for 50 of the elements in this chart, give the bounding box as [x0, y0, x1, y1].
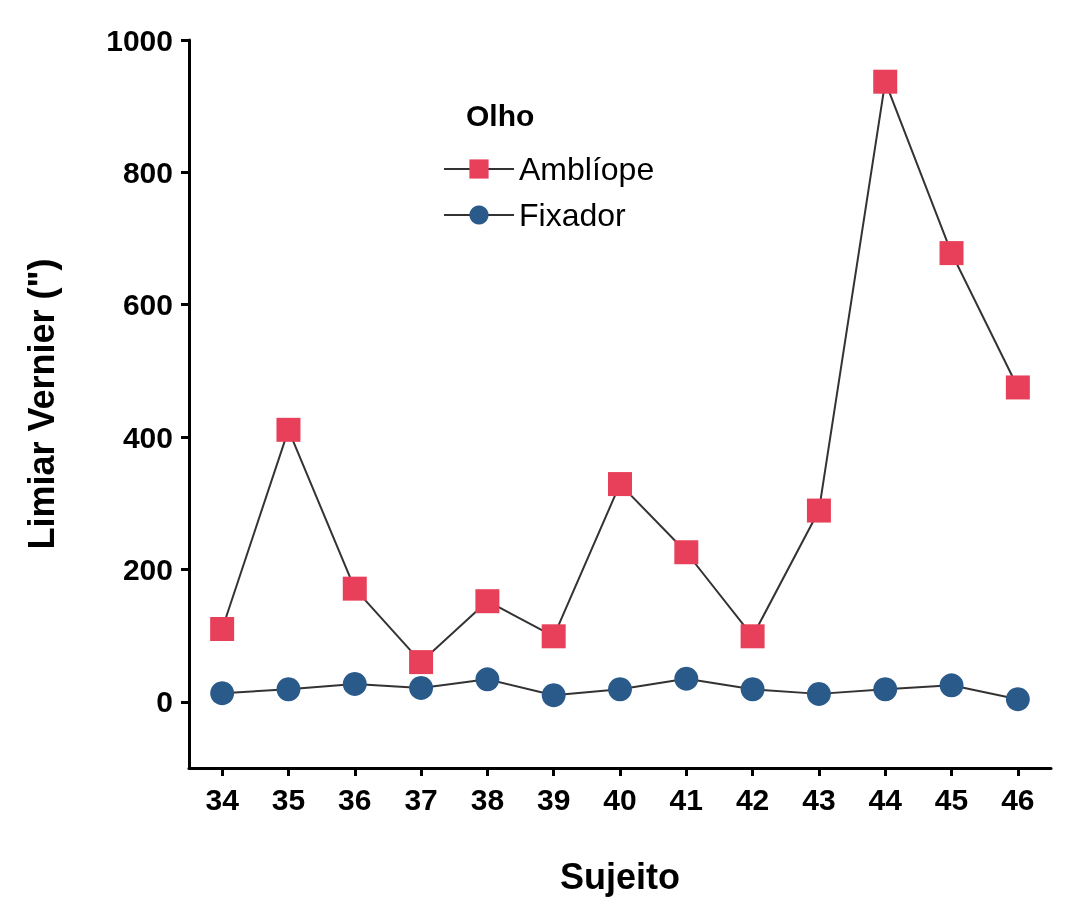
point: [475, 589, 500, 614]
point: [873, 677, 898, 702]
y-tick-label: 600: [122, 288, 173, 322]
point: [342, 671, 367, 696]
point: [806, 681, 831, 706]
y-tick-label: 200: [122, 552, 173, 586]
point: [674, 666, 699, 691]
x-tick-label: 40: [603, 782, 637, 816]
point: [1005, 375, 1030, 400]
x-tick-label: 43: [802, 782, 836, 816]
x-axis-title: Sujeito: [559, 855, 681, 897]
point: [276, 417, 301, 442]
point: [409, 650, 434, 675]
point: [608, 472, 632, 497]
x-tick-label: 36: [338, 782, 372, 816]
x-tick-label: 45: [934, 782, 969, 816]
point: [541, 624, 566, 649]
point: [873, 69, 898, 94]
x-tick-label: 39: [537, 782, 571, 816]
point: [342, 576, 367, 601]
point: [939, 673, 964, 698]
x-tick-label: 38: [470, 782, 505, 816]
x-tick-label: 37: [404, 782, 438, 816]
y-tick-label: 400: [122, 420, 173, 454]
point: [806, 498, 831, 523]
x-tick-label: 42: [735, 782, 770, 816]
y-tick-label: 0: [156, 685, 173, 719]
point: [1005, 687, 1030, 712]
point: [276, 677, 301, 702]
point: [210, 681, 235, 706]
point: [210, 617, 235, 642]
point: [409, 675, 434, 700]
y-tick-label: 1000: [106, 23, 173, 57]
x-tick-label: 41: [669, 782, 703, 816]
point: [674, 540, 699, 565]
point: [740, 677, 765, 702]
y-axis-title: Limiar Vernier ("): [20, 258, 62, 550]
point: [939, 241, 964, 266]
legend-label: Fixador: [519, 197, 627, 233]
y-tick-label: 800: [122, 155, 173, 189]
x-tick-label: 44: [868, 782, 903, 816]
legend-title: Olho: [466, 98, 535, 132]
point: [740, 624, 765, 649]
x-tick-label: 35: [271, 782, 306, 816]
point: [608, 677, 632, 702]
x-tick-label: 34: [205, 782, 240, 816]
point: [541, 683, 566, 708]
x-tick-label: 46: [1001, 782, 1035, 816]
legend-label: Amblíope: [519, 151, 655, 187]
point: [475, 667, 500, 692]
